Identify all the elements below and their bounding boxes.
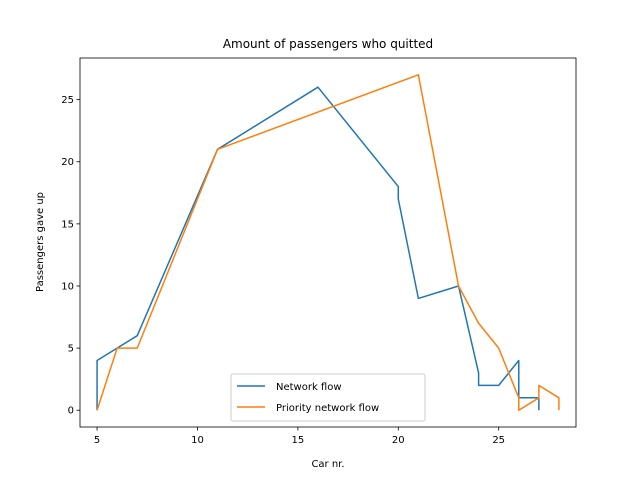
x-tick-label: 10: [191, 435, 204, 446]
axes-frame: [79, 57, 577, 428]
y-tick-label: 20: [61, 157, 74, 168]
x-tick-label: 15: [292, 435, 305, 446]
x-tick-label: 25: [492, 435, 505, 446]
series-line-1: [96, 74, 560, 411]
plot-area: [79, 57, 577, 428]
legend: Network flow Priority network flow: [230, 373, 426, 422]
y-tick-label: 10: [61, 281, 74, 292]
x-axis: 5 10 15 20 25: [94, 427, 505, 446]
x-tick-label: 5: [94, 435, 100, 446]
x-axis-label: Car nr.: [311, 459, 344, 470]
x-tick-label: 20: [392, 435, 405, 446]
legend-box: [230, 373, 426, 422]
legend-label-1: Priority network flow: [276, 403, 379, 414]
chart-title: Amount of passengers who quitted: [223, 37, 433, 51]
series-line-0: [96, 86, 540, 411]
y-tick-label: 0: [68, 406, 74, 417]
y-axis-label: Passengers gave up: [35, 192, 46, 292]
y-tick-label: 25: [61, 95, 74, 106]
y-axis: 0 5 10 15 20 25: [61, 95, 80, 417]
legend-label-0: Network flow: [276, 382, 342, 393]
y-tick-label: 5: [68, 344, 74, 355]
y-tick-label: 15: [61, 219, 74, 230]
